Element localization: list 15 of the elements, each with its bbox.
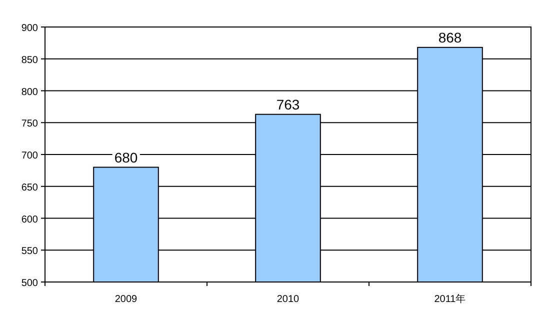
y-tick-label: 900 [21, 23, 38, 34]
y-tick-label: 600 [21, 214, 38, 226]
y-tick-label: 850 [21, 54, 38, 66]
x-tick-label: 2011年 [434, 293, 466, 305]
data-label: 680 [114, 149, 138, 166]
data-label: 868 [438, 29, 462, 46]
x-tick-label: 2010 [276, 294, 300, 305]
x-tick-label: 2009 [114, 294, 138, 305]
y-tick-label: 500 [21, 278, 38, 289]
y-tick-label: 750 [21, 118, 38, 130]
y-tick-label: 650 [21, 182, 38, 194]
y-tick-label: 700 [21, 150, 38, 162]
y-tick-label: 800 [21, 86, 38, 98]
data-label: 763 [276, 96, 300, 112]
y-tick-label: 550 [21, 246, 38, 258]
